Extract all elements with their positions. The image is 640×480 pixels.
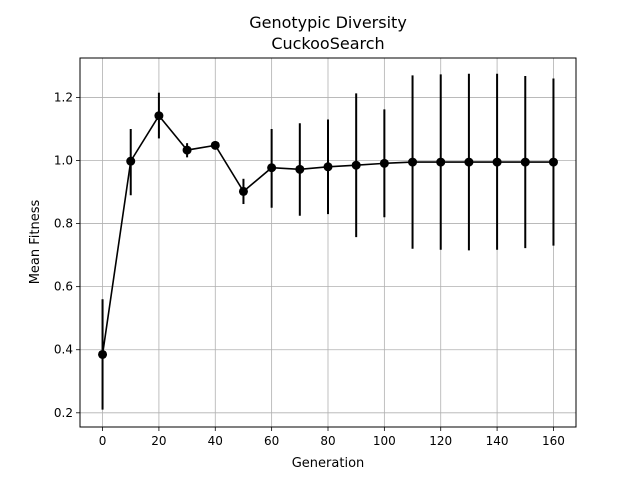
data-series [98,73,558,410]
axis-ticks: 0 20 40 60 80 100 120 140 160 0.2 0.4 0.6 0.8 1.0 1.2 [54,90,565,448]
x-tick-label: 60 [264,434,279,448]
x-tick-label: 0 [99,434,107,448]
data-point [295,164,305,174]
data-point [126,156,136,166]
x-axis-label: Generation [292,456,365,471]
data-point [98,349,108,359]
y-tick-label: 0.6 [54,280,73,294]
x-tick-label: 140 [486,434,509,448]
data-point [182,145,192,155]
y-axis-label: Mean Fitness [28,199,43,284]
data-point [323,162,333,172]
y-tick-label: 0.4 [54,343,73,357]
y-tick-label: 1.2 [54,90,73,104]
data-point [520,157,530,167]
x-tick-label: 160 [542,434,565,448]
data-point [238,186,248,196]
data-point [154,111,164,121]
chart-subtitle: CuckooSearch [271,34,384,53]
data-point [379,158,389,168]
x-tick-label: 120 [429,434,452,448]
data-point [436,157,446,167]
data-point [210,140,220,150]
data-point [464,157,474,167]
y-tick-label: 1.0 [54,154,73,168]
x-tick-label: 20 [151,434,166,448]
x-tick-label: 40 [208,434,223,448]
y-tick-label: 0.2 [54,406,73,420]
chart-title: Genotypic Diversity [249,13,407,32]
data-point [267,163,277,173]
grid-lines [80,58,576,427]
data-point [548,157,558,167]
x-tick-label: 100 [373,434,396,448]
y-tick-label: 0.8 [54,217,73,231]
data-point [351,160,361,170]
data-point [492,157,502,167]
data-point [408,157,418,167]
x-tick-label: 80 [320,434,335,448]
